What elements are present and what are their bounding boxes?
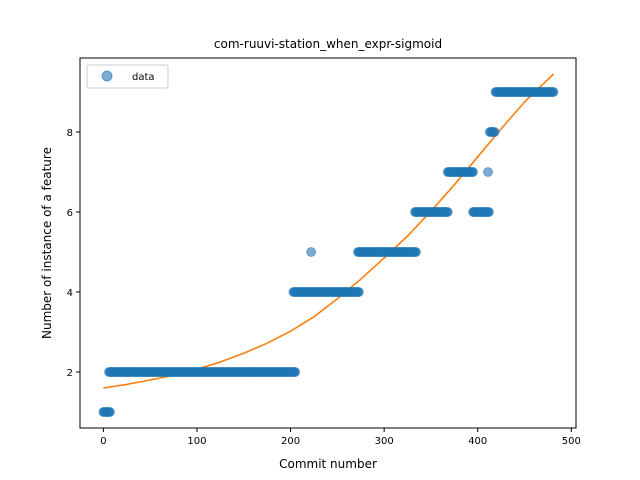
data-points-layer (98, 87, 559, 417)
data-point (105, 407, 115, 417)
legend: data (86, 64, 169, 89)
x-axis-ticks: 0 100 200 300 400 500 (100, 428, 581, 447)
legend-marker (101, 70, 113, 82)
plot-frame (79, 57, 577, 429)
data-point (484, 207, 494, 217)
y-tick-label: 8 (67, 128, 73, 139)
x-tick-label: 400 (468, 436, 487, 447)
y-tick-label: 2 (67, 368, 73, 379)
data-point (442, 207, 453, 217)
x-tick-label: 500 (562, 436, 581, 447)
x-tick-label: 0 (100, 436, 106, 447)
legend-label-data: data (132, 72, 155, 83)
data-point (353, 287, 364, 297)
y-axis-label: Number of instance of a feature (40, 147, 54, 339)
x-axis-label: Commit number (279, 457, 377, 471)
data-point (468, 167, 478, 177)
data-point (483, 167, 493, 177)
data-point (306, 247, 317, 257)
data-point (489, 127, 500, 137)
x-tick-label: 300 (375, 436, 394, 447)
data-point (290, 367, 301, 377)
x-tick-label: 100 (187, 436, 206, 447)
y-axis-ticks: 2 4 6 8 (67, 128, 80, 379)
data-point (411, 247, 421, 257)
x-tick-label: 200 (281, 436, 300, 447)
data-point (548, 87, 559, 97)
legend-box (86, 64, 169, 89)
y-tick-label: 6 (67, 208, 73, 219)
chart-title: com-ruuvi-station_when_expr-sigmoid (214, 37, 442, 51)
y-tick-label: 4 (67, 288, 73, 299)
